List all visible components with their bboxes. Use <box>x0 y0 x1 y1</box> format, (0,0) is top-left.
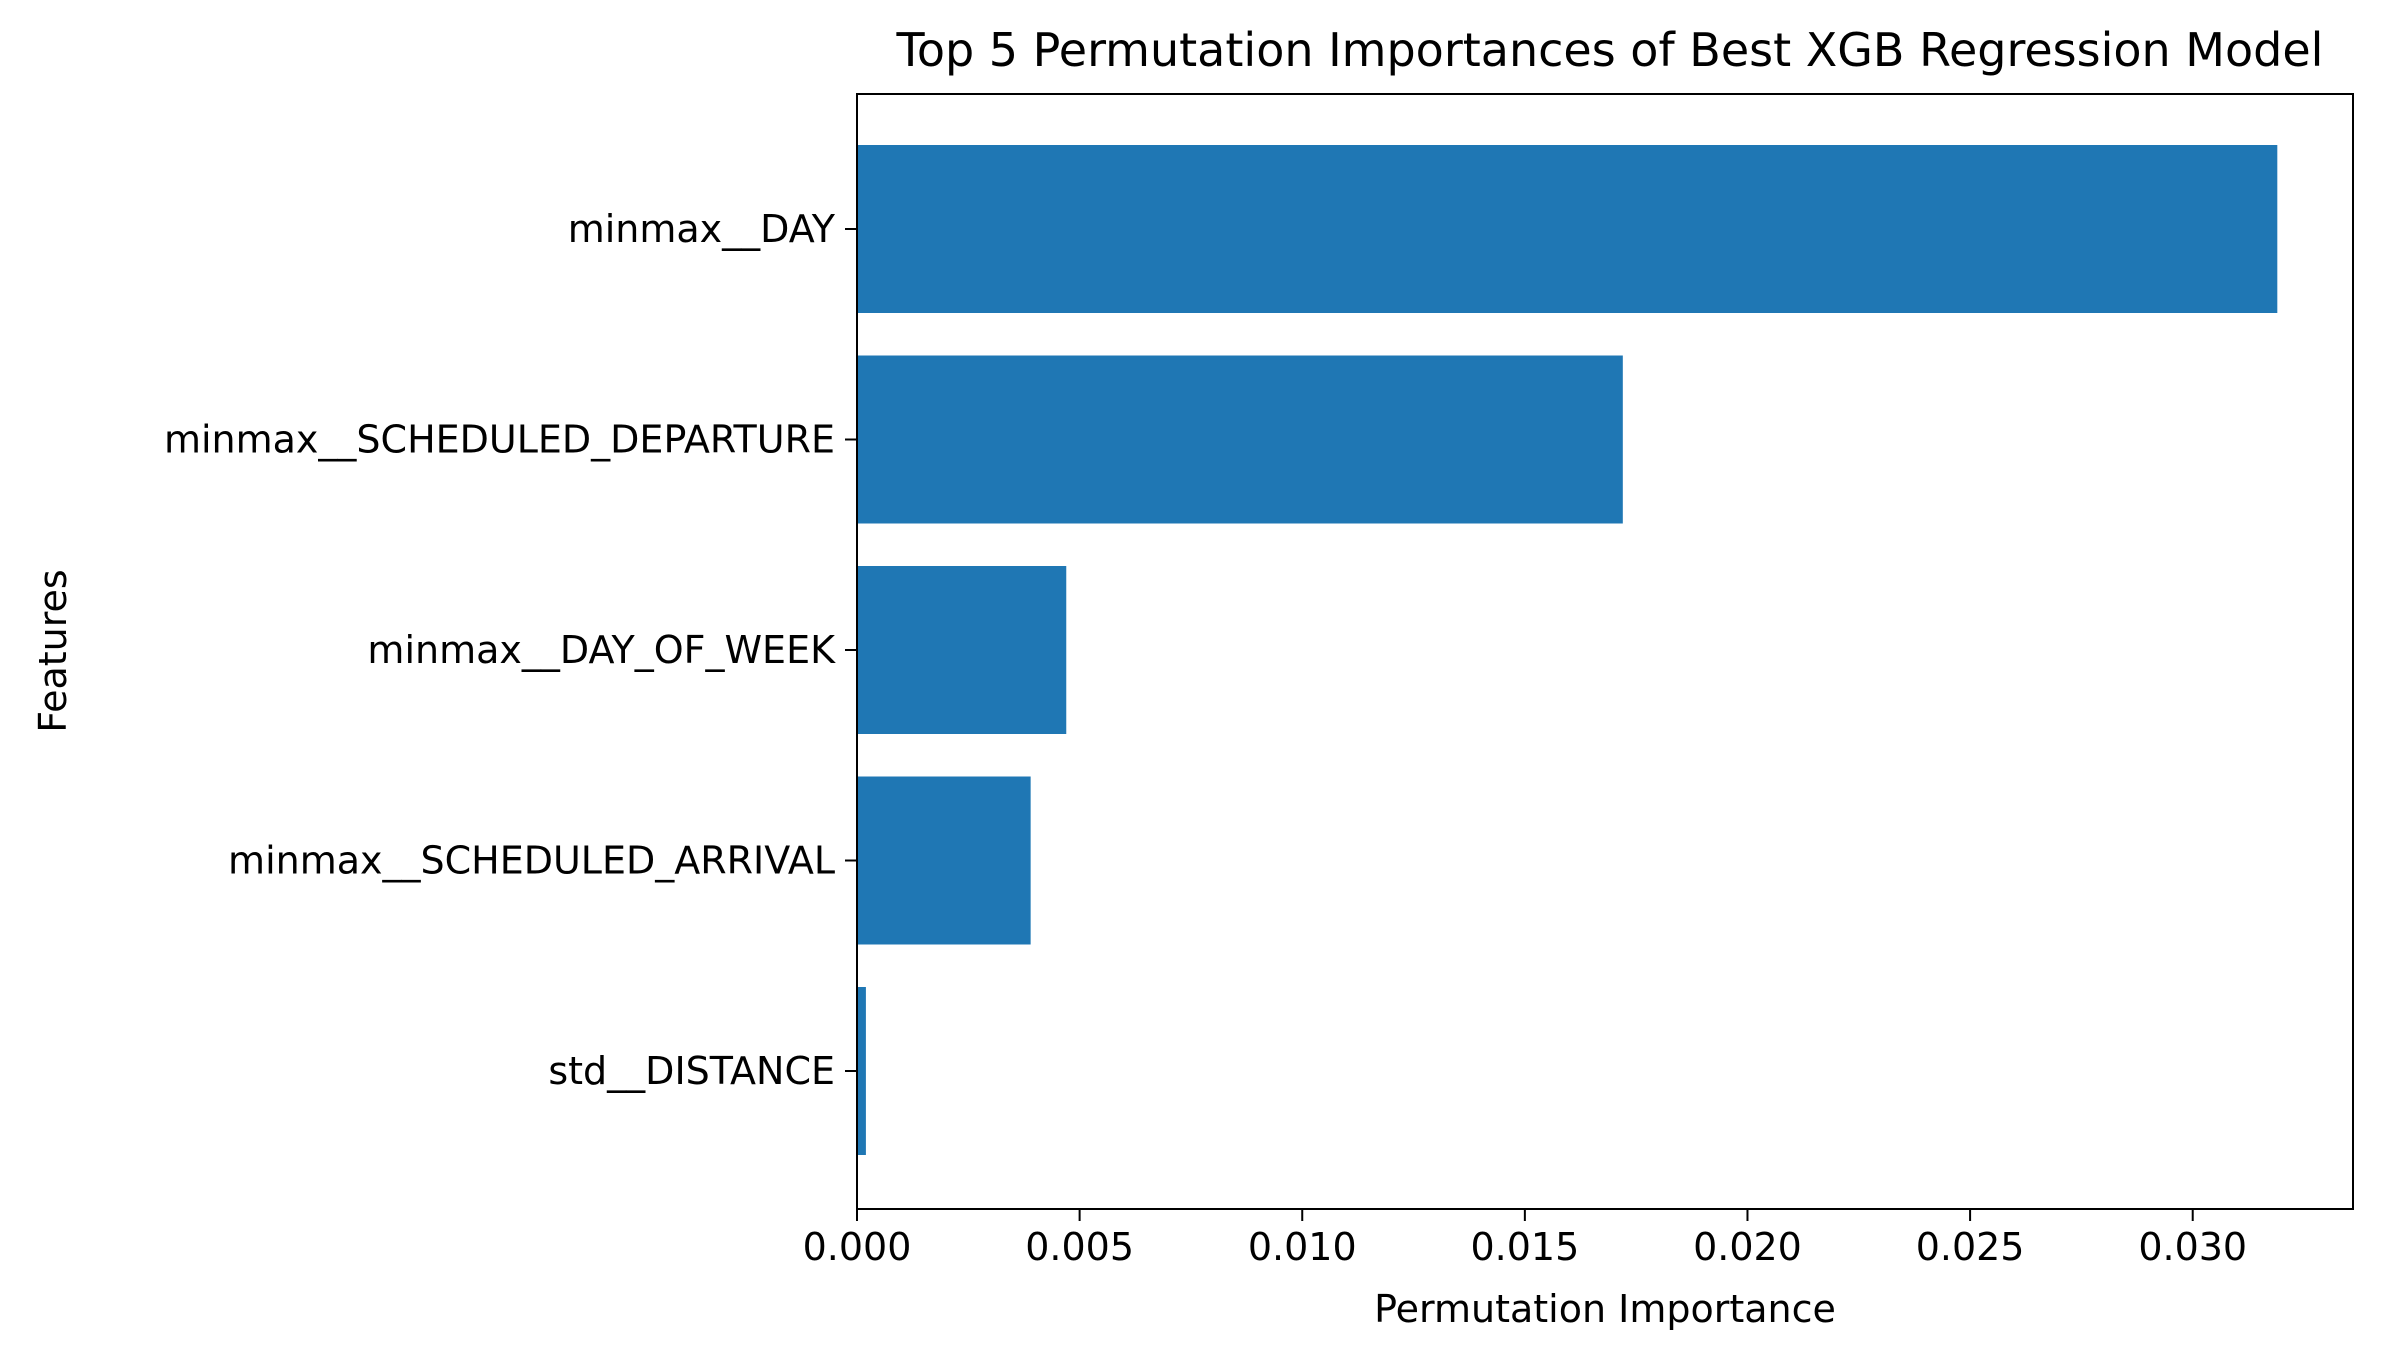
x-tick-label: 0.025 <box>1916 1225 2025 1269</box>
plot-frame <box>856 93 2354 1210</box>
x-tick-label: 0.020 <box>1693 1225 1802 1269</box>
x-tick-label: 0.030 <box>2138 1225 2247 1269</box>
y-tick-label: std__DISTANCE <box>548 1049 835 1093</box>
bar-minmax-scheduled-departure <box>857 355 1623 524</box>
chart-title: Top 5 Permutation Importances of Best XG… <box>896 23 2324 77</box>
bar-minmax-scheduled-arrival <box>857 776 1031 945</box>
x-tick-label: 0.000 <box>803 1225 912 1269</box>
x-tick-label: 0.010 <box>1248 1225 1357 1269</box>
y-tick-label: minmax__SCHEDULED_DEPARTURE <box>164 418 835 462</box>
y-tick-label: minmax__SCHEDULED_ARRIVAL <box>228 839 835 883</box>
x-axis-label: Permutation Importance <box>1374 1287 1836 1331</box>
x-axis-ticks: 0.000 0.005 0.010 0.015 0.020 0.025 0.030 <box>803 1209 2247 1269</box>
bars-group <box>857 145 2278 1155</box>
x-tick-label: 0.005 <box>1025 1225 1134 1269</box>
bar-minmax-day-of-week <box>857 566 1067 734</box>
x-tick-label: 0.015 <box>1470 1225 1579 1269</box>
bar-std-distance <box>857 987 866 1155</box>
y-tick-label: minmax__DAY <box>568 207 836 251</box>
y-tick-label: minmax__DAY_OF_WEEK <box>367 628 836 672</box>
y-axis-label: Features <box>31 569 75 732</box>
y-axis-ticks: minmax__DAY minmax__SCHEDULED_DEPARTUREmi… <box>164 207 857 1093</box>
bar-minmax-day <box>857 145 2278 313</box>
